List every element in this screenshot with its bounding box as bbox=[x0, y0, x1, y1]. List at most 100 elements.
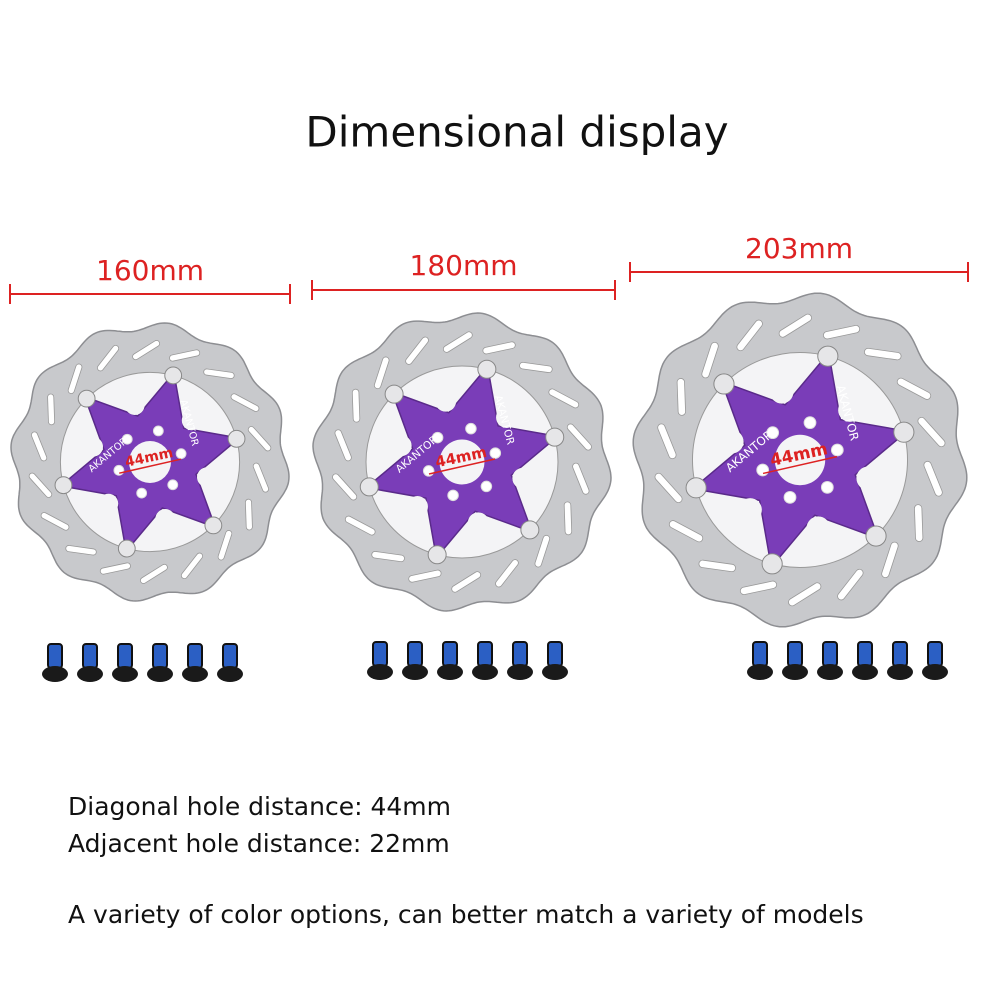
vent-slot bbox=[482, 341, 516, 355]
rivet bbox=[817, 345, 839, 367]
vent-slot bbox=[788, 582, 822, 607]
spider-cutout bbox=[435, 390, 457, 412]
vent-slot bbox=[332, 473, 358, 501]
center-line bbox=[428, 458, 496, 475]
vent-slot bbox=[180, 552, 204, 580]
spider-cutout bbox=[181, 410, 202, 431]
vent-slot bbox=[67, 363, 83, 394]
bolt-hole bbox=[422, 465, 435, 477]
screw-thread bbox=[442, 641, 458, 667]
rivet bbox=[761, 553, 783, 575]
spec-line: Adjacent hole distance: 22mm bbox=[68, 829, 450, 858]
screw-thread bbox=[547, 641, 563, 667]
screw-head bbox=[402, 664, 428, 680]
vent-slot bbox=[739, 580, 778, 595]
vent-slot bbox=[657, 423, 677, 460]
rivet bbox=[204, 516, 223, 535]
screw-head bbox=[147, 666, 173, 682]
vent-slot bbox=[442, 331, 473, 353]
vent-slot bbox=[534, 534, 551, 568]
spec-line: Diagonal hole distance: 44mm bbox=[68, 792, 451, 821]
spider-cutout bbox=[406, 496, 428, 518]
vent-slot bbox=[252, 462, 270, 493]
vent-slot bbox=[373, 356, 390, 390]
spider-cutout bbox=[806, 516, 831, 540]
bolt-hole bbox=[136, 487, 148, 499]
rivet bbox=[54, 476, 73, 495]
rivet bbox=[545, 427, 565, 447]
vent-slot bbox=[563, 501, 573, 536]
vent-slot bbox=[96, 344, 120, 372]
vent-slot bbox=[778, 313, 812, 338]
vent-slot bbox=[244, 498, 253, 531]
rivet bbox=[865, 525, 887, 547]
screw-thread bbox=[47, 643, 63, 669]
vent-slot bbox=[371, 551, 405, 563]
vent-slot bbox=[837, 568, 864, 601]
vent-slot bbox=[217, 530, 233, 561]
screw-thread bbox=[117, 643, 133, 669]
screw-thread bbox=[372, 641, 388, 667]
vent-slot bbox=[676, 378, 686, 416]
rivet bbox=[117, 539, 136, 558]
center-line bbox=[762, 455, 838, 475]
vent-slot bbox=[698, 559, 736, 573]
bolt-hole bbox=[480, 480, 493, 493]
vent-slot bbox=[247, 426, 272, 452]
screw-thread bbox=[222, 643, 238, 669]
spider-cutout bbox=[124, 395, 145, 416]
vent-slot bbox=[40, 512, 70, 531]
screw-head bbox=[217, 666, 243, 682]
vent-slot bbox=[736, 319, 763, 352]
screw-thread bbox=[187, 643, 203, 669]
rivet bbox=[384, 384, 404, 404]
rivet bbox=[893, 421, 915, 443]
vent-slot bbox=[65, 545, 97, 556]
vent-slot bbox=[896, 377, 932, 400]
vent-slot bbox=[654, 472, 683, 504]
vent-slot bbox=[572, 462, 590, 495]
vent-slot bbox=[203, 368, 235, 379]
screw-head bbox=[437, 664, 463, 680]
vent-slot bbox=[914, 504, 924, 542]
screw-head bbox=[507, 664, 533, 680]
hub-opening bbox=[129, 441, 171, 483]
screw-thread bbox=[407, 641, 423, 667]
spider-cutout bbox=[196, 467, 217, 488]
screw-head bbox=[922, 664, 948, 680]
vent-slot bbox=[668, 520, 704, 543]
vent-slot bbox=[566, 423, 592, 451]
vent-slot bbox=[923, 460, 943, 497]
spider-cutout bbox=[390, 435, 412, 457]
vent-slot bbox=[334, 429, 352, 462]
spider-cutout bbox=[738, 498, 762, 522]
hub-opening bbox=[774, 434, 826, 486]
note: A variety of color options, can better m… bbox=[68, 900, 864, 929]
vent-slot bbox=[548, 388, 580, 409]
spider-cutout bbox=[83, 436, 104, 457]
title: Dimensional display bbox=[305, 108, 728, 157]
spider-cutout bbox=[467, 512, 489, 534]
rivet bbox=[227, 429, 246, 448]
screw-thread bbox=[857, 641, 873, 667]
spider-cutout bbox=[720, 429, 744, 454]
spider-cutout bbox=[98, 493, 119, 514]
vent-slot bbox=[169, 349, 201, 362]
bolt-hole bbox=[766, 426, 780, 440]
screw-head bbox=[472, 664, 498, 680]
vent-slot bbox=[864, 347, 902, 361]
screw-thread bbox=[787, 641, 803, 667]
rivet bbox=[477, 359, 497, 379]
screw-head bbox=[542, 664, 568, 680]
screw-head bbox=[887, 664, 913, 680]
vent-slot bbox=[822, 325, 861, 340]
bolt-hole bbox=[803, 416, 817, 430]
screw-thread bbox=[82, 643, 98, 669]
rivet bbox=[685, 477, 707, 499]
screw-head bbox=[112, 666, 138, 682]
spider-cutout bbox=[512, 467, 534, 489]
bolt-hole bbox=[167, 479, 179, 491]
vent-slot bbox=[30, 431, 48, 462]
